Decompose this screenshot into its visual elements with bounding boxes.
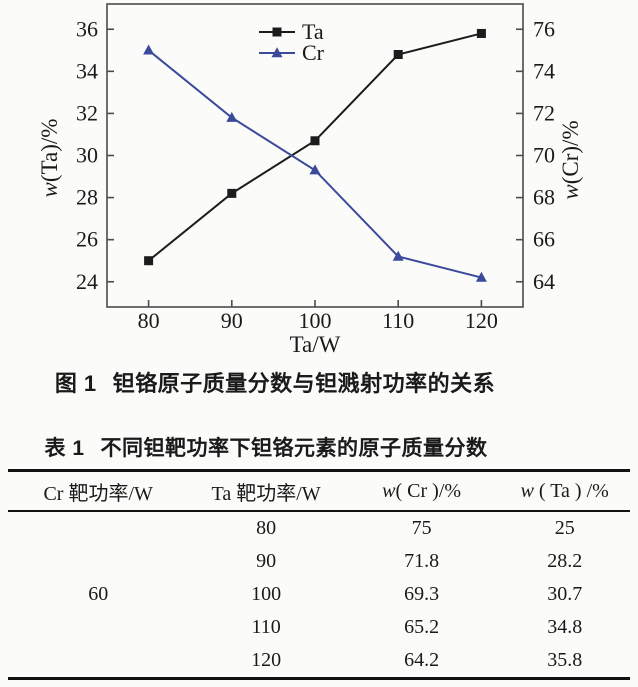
data-table: Cr 靶功率/W Ta 靶功率/W w( Cr )/% w ( Ta ) /% …	[8, 469, 630, 680]
series-cr-marker	[309, 164, 321, 175]
series-cr-marker	[143, 44, 155, 55]
legend-label-ta: Ta	[302, 19, 324, 44]
figure-caption-label: 图 1	[54, 371, 97, 396]
legend-triangle-icon	[271, 47, 283, 58]
series-ta-marker	[310, 136, 320, 146]
cell-w-ta: 35.8	[547, 649, 583, 671]
x-tick-label: 80	[138, 308, 160, 333]
y-right-axis-label: w(Cr)/%	[558, 120, 583, 199]
y-right-tick-label: 74	[533, 58, 555, 83]
y-left-tick-label: 34	[76, 58, 98, 83]
y-right-tick-label: 76	[533, 16, 555, 41]
y-right-tick-label: 68	[533, 185, 555, 210]
x-tick-label: 90	[221, 308, 243, 333]
table-title-label: 表 1	[44, 437, 85, 460]
x-tick-label: 110	[382, 308, 414, 333]
cell-w-ta: 34.8	[547, 616, 583, 638]
y-left-tick-label: 30	[76, 143, 98, 168]
series-ta-line	[147, 32, 482, 262]
chart-svg: 80 90 100 110 120 24 26 28 30 32 34 36 64 66 68 70 72 74 7…	[37, 3, 583, 357]
table-header-row: Cr 靶功率/W Ta 靶功率/W w( Cr )/% w ( Ta ) /%	[8, 470, 630, 512]
table-header: Cr 靶功率/W Ta 靶功率/W w( Cr )/% w ( Ta ) /%	[8, 470, 630, 512]
table-row: 100 69.3 30.7	[8, 578, 630, 611]
col-header-w-cr: w( Cr )/%	[343, 470, 500, 512]
table-row: 120 64.2 35.8	[8, 644, 630, 679]
cell-ta-power: 100	[251, 583, 282, 605]
y-left-tick-label: 28	[76, 185, 98, 210]
series-cr-marker	[475, 271, 487, 282]
table-row: 60 80 75 25	[8, 511, 630, 605]
series-ta-marker	[393, 50, 403, 59]
y-right-tick-label: 72	[533, 100, 555, 125]
series-ta-marker	[144, 256, 154, 266]
cell-w-cr: 75	[411, 517, 432, 539]
table-title: 表 1 不同钽靶功率下钽铬元素的原子质量分数	[0, 436, 638, 462]
cell-ta-power: 120	[251, 649, 282, 671]
series-cr-marker	[392, 250, 404, 261]
y-left-tick-label: 32	[76, 100, 98, 125]
series-ta-marker	[227, 188, 237, 198]
cell-w-cr: 65.2	[404, 616, 440, 638]
series-cr-marker	[226, 111, 238, 122]
cell-w-ta: 25	[554, 517, 575, 539]
y-right-tick-label: 70	[533, 143, 555, 168]
cell-w-ta: 28.2	[547, 550, 583, 572]
table-row: 90 71.8 28.2	[8, 545, 630, 578]
y-left-tick-label: 26	[76, 227, 98, 252]
y-left-tick-label: 36	[76, 16, 98, 41]
col-header-w-ta: w ( Ta ) /%	[499, 470, 630, 512]
legend-label-cr: Cr	[302, 40, 325, 65]
y-left-tick-label: 24	[76, 269, 98, 294]
cell-w-ta: 30.7	[547, 583, 583, 605]
x-tick-label: 120	[465, 308, 498, 333]
table-row: 110 65.2 34.8	[8, 611, 630, 644]
cell-w-cr: 64.2	[404, 649, 440, 671]
x-tick-label: 100	[299, 308, 332, 333]
legend-square-icon	[272, 27, 282, 37]
figure-caption: 图 1 钽铬原子质量分数与钽溅射功率的关系	[0, 371, 638, 397]
series-cr-line	[147, 49, 482, 279]
x-axis-label: Ta/W	[290, 332, 341, 357]
table-title-text: 不同钽靶功率下钽铬元素的原子质量分数	[100, 437, 488, 460]
col-header-cr-power: Cr 靶功率/W	[8, 470, 189, 512]
cell-w-cr: 69.3	[404, 583, 440, 605]
figure-1: 80 90 100 110 120 24 26 28 30 32 34 36 64 66 68 70 72 74 7…	[0, 3, 638, 397]
cell-cr-power: 60	[88, 583, 109, 605]
cell-ta-power: 110	[251, 616, 281, 638]
col-header-ta-power: Ta 靶功率/W	[188, 470, 344, 512]
cell-ta-power: 90	[256, 550, 277, 572]
figure-caption-text: 钽铬原子质量分数与钽溅射功率的关系	[112, 371, 496, 396]
y-right-tick-label: 66	[533, 227, 555, 252]
y-right-tick-label: 64	[533, 269, 555, 294]
cell-w-cr: 71.8	[404, 550, 440, 572]
y-left-axis-label: w(Ta)/%	[37, 119, 62, 198]
cell-ta-power: 80	[256, 517, 277, 539]
series-ta-marker	[476, 28, 486, 38]
table-body: 60 80 75 25 90 71.8 28.2 100 69.3 30.7 110 65.2 34.8…	[8, 511, 630, 679]
